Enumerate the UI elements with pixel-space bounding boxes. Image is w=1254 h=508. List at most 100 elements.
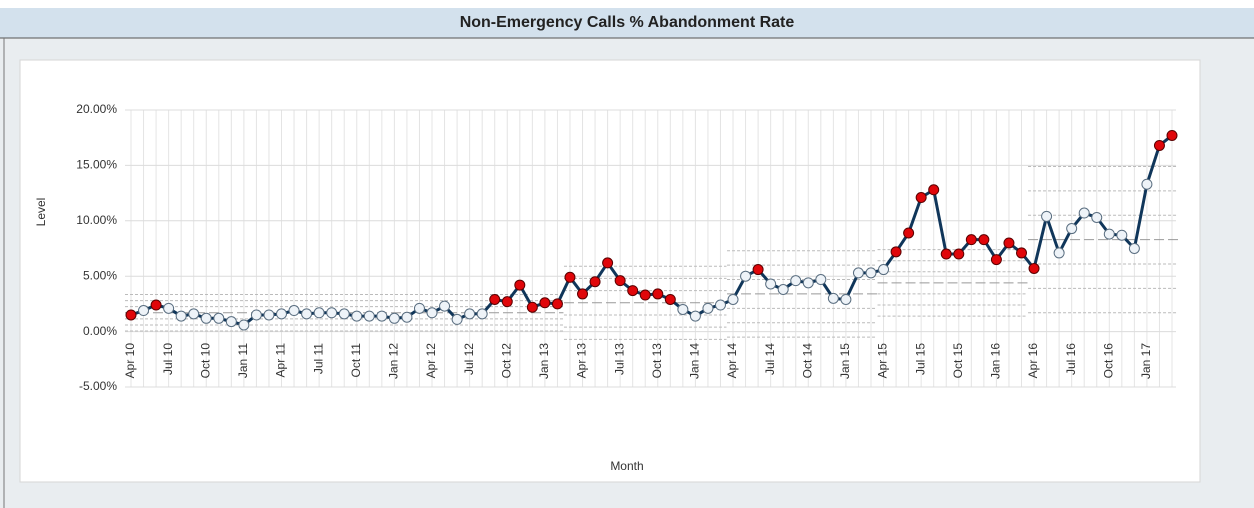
x-tick-label: Oct 10 bbox=[198, 343, 212, 379]
x-tick-label: Jan 12 bbox=[387, 343, 401, 379]
signal-point bbox=[652, 288, 664, 300]
x-tick-label: Jan 14 bbox=[688, 343, 702, 379]
signal-point bbox=[928, 184, 940, 196]
x-tick-label: Apr 10 bbox=[123, 343, 137, 379]
signal-point bbox=[125, 309, 137, 321]
data-point bbox=[451, 313, 463, 325]
y-tick-label: 5.00% bbox=[83, 268, 117, 282]
chart-title: Non-Emergency Calls % Abandonment Rate bbox=[460, 14, 795, 31]
data-point bbox=[740, 270, 752, 282]
data-point bbox=[865, 267, 877, 279]
x-tick-label: Apr 12 bbox=[424, 343, 438, 379]
data-point bbox=[351, 310, 363, 322]
data-point bbox=[765, 278, 777, 290]
signal-point bbox=[903, 227, 915, 239]
data-point bbox=[1053, 247, 1065, 259]
data-point bbox=[376, 310, 388, 322]
data-point bbox=[714, 299, 726, 311]
signal-point bbox=[602, 257, 614, 269]
data-point bbox=[188, 308, 200, 320]
data-point bbox=[426, 307, 438, 319]
y-tick-label: 15.00% bbox=[76, 158, 117, 172]
data-point bbox=[677, 303, 689, 315]
x-tick-label: Apr 15 bbox=[876, 343, 890, 379]
data-point bbox=[163, 302, 175, 314]
data-point bbox=[689, 310, 701, 322]
x-tick-label: Oct 11 bbox=[349, 343, 363, 378]
data-point bbox=[852, 267, 864, 279]
data-point bbox=[200, 312, 212, 324]
data-point bbox=[388, 312, 400, 324]
y-tick-label: -5.00% bbox=[79, 379, 117, 393]
x-tick-label: Jul 10 bbox=[161, 343, 175, 375]
x-tick-label: Oct 13 bbox=[650, 343, 664, 379]
data-point bbox=[288, 305, 300, 317]
x-tick-label: Apr 13 bbox=[575, 343, 589, 379]
data-point bbox=[840, 293, 852, 305]
signal-point bbox=[150, 299, 162, 311]
x-tick-label: Jul 11 bbox=[311, 343, 325, 374]
x-tick-label: Jan 16 bbox=[989, 343, 1003, 379]
header-bar bbox=[0, 8, 1254, 38]
y-tick-label: 10.00% bbox=[76, 213, 117, 227]
x-tick-label: Jan 11 bbox=[236, 343, 250, 378]
data-point bbox=[702, 302, 714, 314]
signal-point bbox=[965, 234, 977, 246]
signal-point bbox=[489, 293, 501, 305]
data-point bbox=[1116, 229, 1128, 241]
signal-point bbox=[577, 288, 589, 300]
data-point bbox=[138, 305, 150, 317]
data-point bbox=[827, 292, 839, 304]
y-tick-label: 0.00% bbox=[83, 324, 117, 338]
data-point bbox=[777, 283, 789, 295]
data-point bbox=[338, 308, 350, 320]
data-point bbox=[213, 312, 225, 324]
data-point bbox=[301, 308, 313, 320]
data-point bbox=[802, 277, 814, 289]
data-point bbox=[790, 275, 802, 287]
signal-point bbox=[551, 298, 563, 310]
signal-point bbox=[1166, 129, 1178, 141]
data-point bbox=[175, 310, 187, 322]
data-point bbox=[1078, 207, 1090, 219]
signal-point bbox=[614, 275, 626, 287]
x-tick-label: Jul 13 bbox=[612, 343, 626, 375]
signal-point bbox=[953, 248, 965, 260]
signal-point bbox=[639, 289, 651, 301]
signal-point bbox=[940, 248, 952, 260]
signal-point bbox=[501, 296, 513, 308]
data-point bbox=[1091, 211, 1103, 223]
x-tick-label: Apr 14 bbox=[725, 343, 739, 379]
data-point bbox=[263, 309, 275, 321]
data-point bbox=[363, 310, 375, 322]
data-point bbox=[476, 308, 488, 320]
signal-point bbox=[627, 285, 639, 297]
signal-point bbox=[890, 246, 902, 258]
data-point bbox=[1066, 223, 1078, 235]
x-tick-label: Oct 12 bbox=[499, 343, 513, 379]
signal-point bbox=[1015, 247, 1027, 259]
data-point bbox=[1103, 228, 1115, 240]
x-tick-label: Jan 13 bbox=[537, 343, 551, 379]
data-point bbox=[1041, 210, 1053, 222]
x-axis-label: Month bbox=[610, 459, 643, 473]
x-tick-label: Jul 15 bbox=[913, 343, 927, 375]
x-tick-label: Jul 16 bbox=[1064, 343, 1078, 375]
data-point bbox=[815, 274, 827, 286]
chart-box bbox=[19, 59, 1201, 483]
x-tick-label: Jan 17 bbox=[1139, 343, 1153, 379]
data-point bbox=[238, 319, 250, 331]
x-tick-label: Oct 15 bbox=[951, 343, 965, 379]
x-tick-label: Jul 12 bbox=[462, 343, 476, 375]
signal-point bbox=[1153, 139, 1165, 151]
signal-point bbox=[589, 276, 601, 288]
x-tick-label: Jul 14 bbox=[763, 343, 777, 375]
data-point bbox=[1128, 243, 1140, 254]
signal-point bbox=[1003, 237, 1015, 249]
signal-point bbox=[990, 254, 1002, 266]
signal-point bbox=[526, 301, 538, 313]
signal-point bbox=[514, 279, 526, 291]
data-point bbox=[225, 316, 237, 328]
